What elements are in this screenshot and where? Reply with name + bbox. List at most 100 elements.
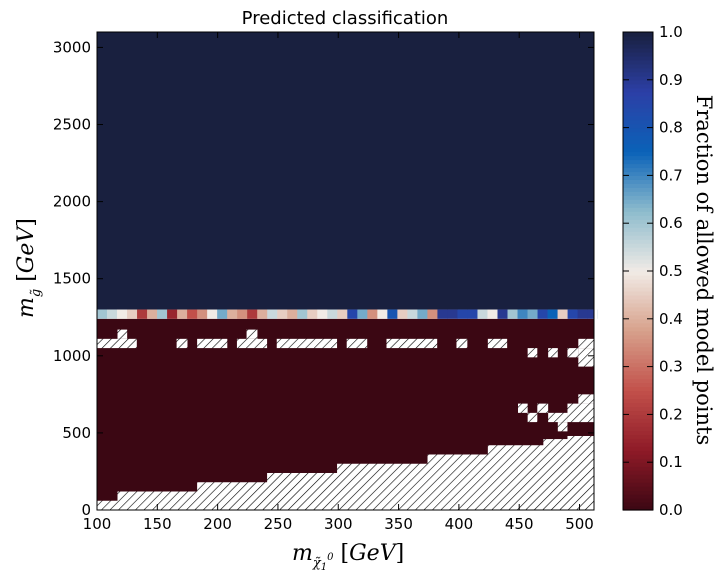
colorbar-segment — [623, 290, 653, 296]
no-data-region — [543, 439, 568, 510]
band-cell — [187, 309, 198, 319]
x-tick-label: 450 — [505, 515, 534, 533]
colorbar-segment — [623, 406, 653, 412]
no-data-patch — [176, 338, 188, 349]
band-cell — [297, 309, 308, 319]
no-data-region — [197, 482, 268, 510]
band-cell — [137, 309, 148, 319]
colorbar-segment — [623, 267, 653, 272]
colorbar-segment — [623, 506, 653, 511]
band-cell — [407, 309, 418, 319]
colorbar-segment — [623, 482, 653, 487]
no-data-patch — [578, 394, 594, 404]
y-tick-label: 2500 — [53, 116, 91, 134]
chart-title: Predicted classification — [242, 8, 449, 29]
colorbar-segment — [623, 163, 653, 169]
band-cell — [257, 309, 268, 319]
y-tick-label: 500 — [62, 424, 91, 442]
band-cell — [427, 309, 438, 319]
colorbar-segment — [623, 227, 653, 232]
colorbar-segment — [623, 358, 653, 364]
colorbar-segment — [623, 394, 653, 400]
band-cell — [447, 309, 458, 319]
no-data-patch — [386, 338, 438, 349]
colorbar-segment — [623, 466, 653, 471]
colorbar-segment — [623, 83, 653, 89]
no-data-patch — [527, 412, 538, 423]
colorbar-segment — [623, 111, 653, 117]
colorbar-segment — [623, 438, 653, 443]
band-cell — [537, 309, 548, 319]
no-data-patch — [518, 403, 528, 413]
colorbar-segment — [623, 127, 653, 133]
band-cell — [267, 309, 278, 319]
x-axis: 100 150 200 250 300 350 400 450 500 — [83, 32, 594, 533]
band-cell — [287, 309, 298, 319]
band-cell — [357, 309, 368, 319]
y-tick-label: 1500 — [53, 270, 91, 288]
colorbar-segment — [623, 195, 653, 200]
colorbar-tick-label: 0.7 — [659, 166, 683, 184]
no-data-region — [567, 435, 595, 510]
colorbar-segment — [623, 474, 653, 479]
colorbar-segment — [623, 434, 653, 439]
no-data-patch — [527, 348, 538, 358]
y-axis-label: mg̃ [GeV] — [14, 218, 44, 318]
no-data-patch — [537, 403, 549, 413]
colorbar-segment — [623, 374, 653, 380]
colorbar-segment — [623, 282, 653, 288]
colorbar-segment — [623, 87, 653, 93]
colorbar-segment — [623, 294, 653, 300]
colorbar-tick-label: 0.0 — [659, 501, 683, 519]
x-tick-label: 300 — [324, 515, 353, 533]
y-tick-label: 2000 — [53, 193, 91, 211]
colorbar-segment — [623, 103, 653, 109]
colorbar-segment — [623, 298, 653, 304]
colorbar-segment — [623, 191, 653, 196]
band-cell — [457, 309, 468, 319]
colorbar-segment — [623, 139, 653, 145]
no-data-patch — [246, 329, 258, 339]
colorbar-segment — [623, 410, 653, 415]
colorbar-segment — [623, 458, 653, 463]
band-cell — [157, 309, 168, 319]
band-cell — [507, 309, 518, 319]
colorbar-segment — [623, 326, 653, 332]
colorbar-segment — [623, 159, 653, 165]
colorbar-segment — [623, 462, 653, 467]
band-cell — [307, 309, 318, 319]
band-cell — [127, 309, 138, 319]
no-data-patch — [97, 338, 137, 349]
band-cell — [477, 309, 488, 319]
no-data-region — [267, 472, 338, 510]
band-cell — [347, 309, 358, 319]
colorbar-segment — [623, 330, 653, 336]
no-data-patch — [548, 412, 568, 423]
y-tick-label: 0 — [81, 501, 91, 519]
band-cell — [277, 309, 288, 319]
colorbar-segment — [623, 59, 653, 65]
no-data-patch — [548, 348, 558, 358]
colorbar-segment — [623, 219, 653, 224]
band-cell — [567, 309, 578, 319]
colorbar-segment — [623, 478, 653, 483]
colorbar-segment — [623, 183, 653, 188]
colorbar-tick-label: 0.4 — [659, 310, 683, 328]
colorbar-segment — [623, 350, 653, 356]
colorbar-segment — [623, 247, 653, 252]
colorbar-tick-label: 0.9 — [659, 71, 683, 89]
no-data-region — [117, 491, 198, 510]
colorbar-segment — [623, 255, 653, 260]
band-cell — [337, 309, 348, 319]
band-cell — [167, 309, 178, 319]
colorbar-segment — [623, 231, 653, 236]
y-axis: 0 500 1000 1500 2000 2500 3000 — [53, 38, 594, 519]
colorbar-segment — [623, 35, 653, 41]
colorbar-segment — [623, 55, 653, 61]
colorbar-segment — [623, 486, 653, 491]
colorbar-segment — [623, 155, 653, 161]
colorbar-segment — [623, 51, 653, 57]
no-data-patch — [567, 348, 579, 358]
no-data-patch — [578, 348, 594, 367]
band-cell — [97, 309, 108, 319]
